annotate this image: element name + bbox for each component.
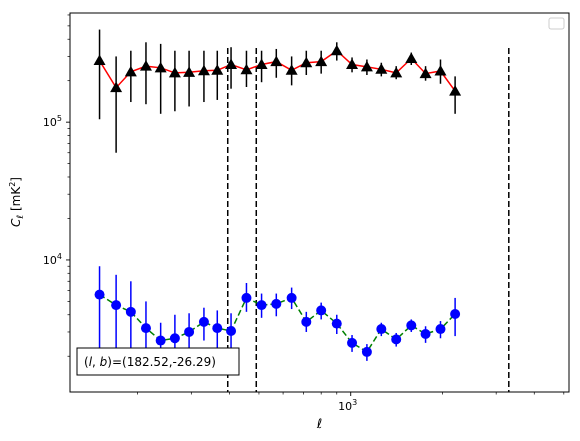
- data-point: [155, 335, 166, 346]
- data-point: [346, 58, 359, 70]
- data-point: [211, 64, 224, 75]
- data-point: [285, 64, 298, 75]
- legend-box: [548, 17, 565, 30]
- coordinate-annotation: (l, b)=(182.52,-26.29): [76, 347, 240, 376]
- data-point: [360, 60, 373, 72]
- data-point: [435, 324, 446, 335]
- y-axis-label: Cℓ [mK2]: [8, 177, 26, 227]
- data-point: [390, 66, 403, 78]
- data-point: [168, 66, 181, 78]
- data-point: [140, 323, 151, 334]
- y-tick-label: 104: [43, 252, 62, 267]
- data-point: [255, 58, 268, 70]
- annotation-text: (l, b)=(182.52,-26.29): [84, 355, 216, 369]
- data-point: [110, 81, 123, 93]
- data-point: [197, 64, 210, 76]
- data-point: [240, 63, 253, 75]
- data-point: [124, 65, 137, 77]
- data-point: [241, 292, 252, 303]
- data-point: [198, 316, 209, 327]
- data-point: [183, 66, 196, 77]
- data-point: [449, 85, 462, 96]
- annotation-box: [76, 347, 240, 376]
- x-axis-label: ℓ: [316, 417, 322, 432]
- data-point: [406, 320, 417, 331]
- data-point: [391, 334, 402, 345]
- data-point: [270, 55, 283, 67]
- data-point: [420, 328, 431, 339]
- y-label-unit: [mK: [9, 186, 23, 211]
- data-point: [125, 306, 136, 317]
- data-point: [300, 56, 313, 68]
- data-point: [405, 52, 418, 63]
- data-point: [315, 55, 328, 67]
- major-ticks: 103 104 105: [43, 114, 357, 413]
- y-label-sub: ℓ: [16, 215, 26, 220]
- y-label-main: C: [9, 218, 23, 227]
- data-point: [139, 60, 152, 71]
- data-point: [212, 323, 223, 334]
- series-1: [93, 29, 462, 153]
- data-point: [256, 300, 267, 311]
- data-point: [184, 326, 195, 337]
- y-label-unit-sup: 2: [8, 182, 17, 187]
- data-point: [375, 63, 388, 74]
- data-point: [154, 61, 167, 73]
- data-point: [419, 67, 432, 79]
- plot-area: [70, 13, 569, 392]
- data-point: [226, 325, 237, 336]
- data-point: [316, 305, 327, 316]
- data-point: [94, 289, 105, 300]
- vertical-reference-lines: [226, 48, 510, 392]
- data-point: [330, 44, 343, 56]
- data-point: [450, 309, 461, 320]
- data-point: [271, 298, 282, 309]
- y-tick-label: 105: [43, 114, 62, 129]
- data-point: [361, 346, 372, 357]
- plot-frame: [69, 12, 570, 393]
- data-point: [434, 65, 447, 76]
- data-point: [301, 316, 312, 327]
- data-point: [331, 318, 342, 329]
- y-label-unit-end: ]: [9, 177, 23, 182]
- data-point: [225, 58, 238, 70]
- data-point: [93, 54, 106, 66]
- data-point: [347, 337, 358, 348]
- data-point: [111, 300, 122, 311]
- x-tick-label: 103: [338, 398, 357, 413]
- data-point: [286, 292, 297, 303]
- data-point: [376, 324, 387, 335]
- data-point: [169, 333, 180, 344]
